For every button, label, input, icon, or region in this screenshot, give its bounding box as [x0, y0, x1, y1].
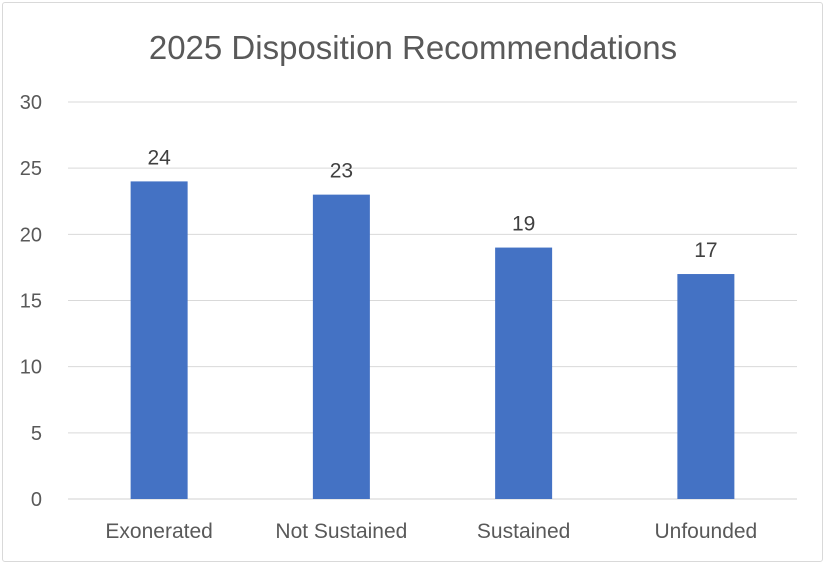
bar	[495, 247, 553, 499]
data-label: 19	[512, 213, 535, 236]
y-tick-label: 10	[20, 357, 42, 379]
x-tick-label: Exonerated	[105, 520, 212, 543]
x-tick-label: Not Sustained	[275, 520, 407, 543]
y-tick-label: 30	[20, 92, 42, 114]
y-tick-label: 5	[31, 423, 42, 445]
data-label: 23	[330, 160, 353, 183]
data-labels: 24 23 19 17	[147, 146, 717, 262]
gridlines	[68, 101, 797, 500]
y-axis-ticks: 0 5 10 15 20 25 30	[20, 92, 42, 511]
x-axis-categories: Exonerated Not Sustained Sustained Unfounde…	[105, 520, 757, 543]
bar	[130, 181, 188, 499]
x-tick-label: Sustained	[477, 520, 570, 543]
y-tick-label: 20	[20, 224, 42, 246]
y-tick-label: 25	[20, 158, 42, 180]
bar	[312, 194, 370, 499]
data-label: 17	[694, 239, 717, 262]
y-tick-label: 15	[20, 291, 42, 313]
x-tick-label: Unfounded	[654, 520, 757, 543]
chart-title: 2025 Disposition Recommendations	[149, 29, 677, 66]
y-tick-label: 0	[31, 489, 42, 511]
bars	[130, 181, 735, 499]
bar	[677, 274, 735, 499]
data-label: 24	[147, 146, 171, 169]
